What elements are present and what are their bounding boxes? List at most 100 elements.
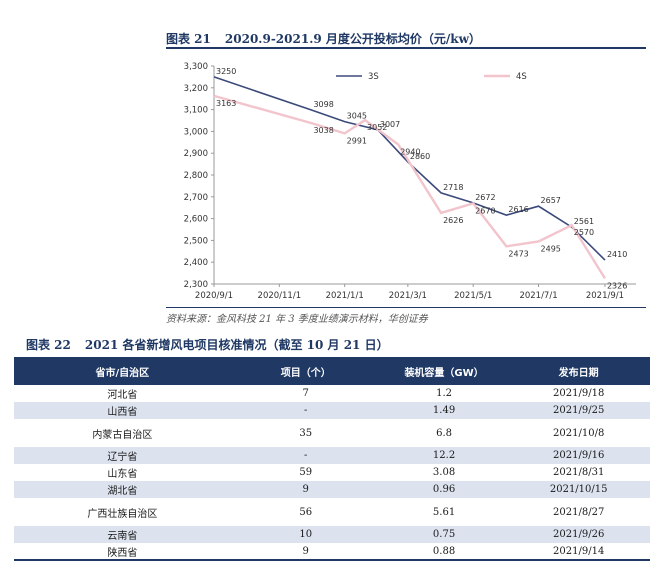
figure-21-top-rule — [166, 47, 646, 49]
cell-date: 2021/9/26 — [553, 529, 605, 540]
data-label: 2626 — [443, 216, 463, 225]
column-header-capacity: 装机容量（GW） — [380, 357, 508, 385]
data-label: 2410 — [607, 250, 627, 259]
cell-date: 2021/10/8 — [553, 427, 605, 439]
figure-21-source: 资料来源：金风科技 21 年 3 季度业绩演示材料，华创证券 — [166, 314, 428, 325]
cell-date: 2021/9/14 — [507, 543, 650, 561]
table-row: 内蒙古自治区 35 6.8 2021/10/8 — [14, 419, 650, 447]
x-tick-label: 2021/7/1 — [519, 291, 557, 301]
table-row: 山东省 59 3.08 2021/8/31 — [14, 464, 650, 481]
cell-region: 湖北省 — [107, 486, 138, 497]
column-header-date: 发布日期 — [507, 357, 650, 385]
figure-21-bottom-rule — [166, 307, 646, 308]
x-tick-label: 2020/9/1 — [195, 291, 233, 301]
x-tick-label: 2021/3/1 — [389, 291, 427, 301]
cell-capacity: 3.08 — [432, 467, 456, 478]
cell-region: 山西省 — [107, 407, 138, 418]
data-label: 2940 — [400, 147, 420, 156]
x-tick-label: 2020/11/1 — [258, 291, 302, 301]
column-header-region: 省市/自治区 — [14, 357, 231, 385]
data-label: 3045 — [347, 112, 367, 121]
data-label: 2473 — [508, 249, 528, 258]
data-label: 3052 — [367, 123, 387, 132]
data-label: 2672 — [475, 193, 495, 202]
cell-projects: 9 — [230, 543, 381, 561]
table-row: 广西壮族自治区 56 5.61 2021/8/27 — [14, 498, 650, 526]
table-row: 辽宁省 - 12.2 2021/9/16 — [14, 447, 650, 464]
legend-label-4s: 4S — [516, 72, 527, 82]
series-line-4s — [213, 94, 606, 279]
approval-table: 省市/自治区 项目（个） 装机容量（GW） 发布日期 河北省 7 1.2 2021/9… — [14, 357, 650, 561]
cell-capacity: 0.75 — [432, 529, 456, 540]
data-label: 2991 — [347, 136, 367, 145]
x-tick-label: 2021/1/1 — [326, 291, 364, 301]
cell-date: 2021/9/16 — [553, 450, 605, 461]
cell-date: 2021/8/27 — [553, 506, 605, 518]
cell-date: 2021/9/18 — [553, 388, 605, 399]
cell-region: 云南省 — [107, 531, 138, 542]
cell-capacity: 1.2 — [436, 388, 453, 399]
x-tick-label: 2021/9/1 — [586, 291, 624, 301]
y-tick-label: 3,300 — [184, 62, 208, 72]
cell-projects: 7 — [302, 388, 309, 399]
data-label: 2616 — [508, 205, 528, 214]
y-tick-label: 2,700 — [184, 193, 208, 203]
cell-capacity: 5.61 — [432, 506, 456, 518]
table-row: 云南省 10 0.75 2021/9/26 — [14, 526, 650, 543]
table-body: 河北省 7 1.2 2021/9/18 山西省 - 1.49 2021/9/25 内蒙古自治区 3… — [14, 385, 650, 561]
cell-projects: 35 — [299, 427, 313, 439]
data-label: 2860 — [410, 152, 430, 161]
cell-projects: - — [304, 405, 308, 416]
data-label: 3098 — [313, 100, 333, 109]
table-row: 河北省 7 1.2 2021/9/18 — [14, 385, 650, 402]
table-row: 陕西省 9 0.88 2021/9/14 — [14, 543, 650, 561]
table-row: 山西省 - 1.49 2021/9/25 — [14, 402, 650, 419]
cell-region: 内蒙古自治区 — [92, 429, 153, 441]
cell-projects: - — [304, 450, 308, 461]
figure-22-number: 图表 22 — [26, 338, 71, 352]
data-label: 2718 — [443, 183, 463, 192]
cell-region: 辽宁省 — [107, 452, 138, 463]
y-tick-label: 2,400 — [184, 258, 208, 268]
y-tick-label: 3,200 — [184, 84, 208, 94]
y-tick-label: 2,600 — [184, 215, 208, 225]
x-tick-label: 2021/5/1 — [454, 291, 492, 301]
table-header-row: 省市/自治区 项目（个） 装机容量（GW） 发布日期 — [14, 357, 650, 385]
cell-capacity: 1.49 — [432, 405, 456, 416]
cell-region: 广西壮族自治区 — [87, 508, 158, 520]
y-tick-label: 2,300 — [184, 280, 208, 290]
cell-capacity: 12.2 — [432, 450, 456, 461]
figure-21-caption: 2020.9-2021.9 月度公开投标均价（元/kw） — [224, 32, 481, 46]
cell-capacity: 6.8 — [436, 427, 453, 439]
data-label: 2326 — [607, 281, 627, 290]
data-label: 2561 — [574, 217, 594, 226]
figure-21-title: 图表 21 2020.9-2021.9 月度公开投标均价（元/kw） — [166, 30, 481, 47]
cell-region: 山东省 — [107, 469, 138, 480]
cell-capacity: 0.88 — [380, 543, 508, 561]
y-tick-label: 2,900 — [184, 149, 208, 159]
cell-capacity: 0.96 — [432, 484, 456, 495]
data-label: 3007 — [380, 120, 400, 129]
cell-region: 河北省 — [107, 390, 138, 401]
column-header-projects: 项目（个） — [230, 357, 381, 385]
series-line-3s — [213, 76, 606, 261]
data-label: 2657 — [541, 196, 561, 205]
figure-22-caption: 2021 各省新增风电项目核准情况（截至 10 月 21 日） — [84, 338, 389, 352]
cell-date: 2021/9/25 — [553, 405, 605, 416]
data-label: 3038 — [313, 126, 333, 135]
data-label: 3163 — [216, 99, 236, 108]
y-tick-label: 3,000 — [184, 127, 208, 137]
data-label: 3250 — [216, 67, 236, 76]
y-tick-label: 2,800 — [184, 171, 208, 181]
data-label: 2670 — [475, 206, 495, 215]
legend-label-3s: 3S — [368, 72, 379, 82]
cell-projects: 59 — [299, 467, 313, 478]
data-label: 2495 — [541, 244, 561, 253]
figure-21-number: 图表 21 — [166, 32, 211, 46]
figure-22-title: 图表 22 2021 各省新增风电项目核准情况（截至 10 月 21 日） — [26, 336, 389, 353]
cell-date: 2021/8/31 — [553, 467, 605, 478]
y-tick-label: 3,100 — [184, 106, 208, 116]
table-row: 湖北省 9 0.96 2021/10/15 — [14, 481, 650, 498]
cell-date: 2021/10/15 — [549, 484, 608, 495]
cell-projects: 9 — [302, 484, 309, 495]
